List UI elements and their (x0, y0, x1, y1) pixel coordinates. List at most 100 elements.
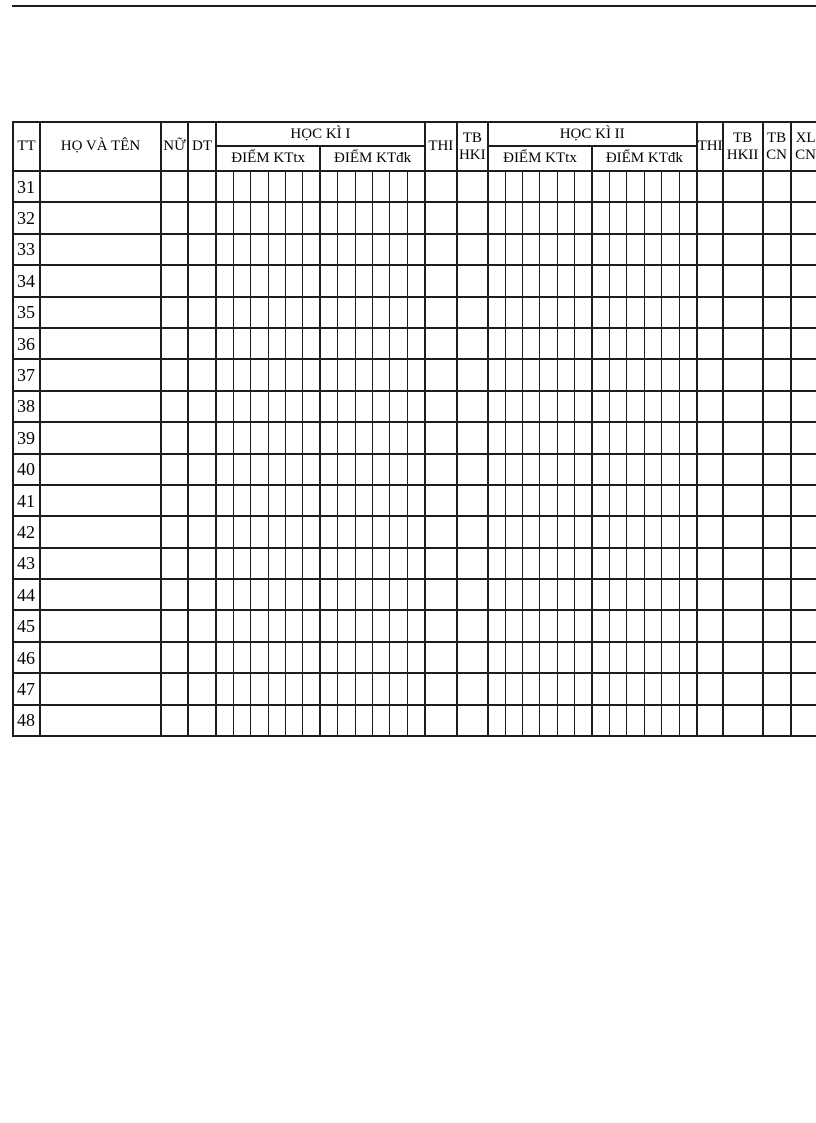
hk2-ktdk-grade-cell (626, 389, 645, 424)
hk1-ktdk-grade-cell (372, 609, 391, 643)
hk1-ktdk-grade-cell (337, 295, 356, 329)
hk1-kttx-grade-cell (285, 232, 304, 267)
hk2-thi-cell (695, 326, 724, 361)
col-header-tb-hki: TB HKI (455, 121, 489, 172)
hk1-ktdk-grade-cell (406, 609, 426, 643)
hk1-kttx-grade-cell (232, 640, 252, 675)
tb-hki-cell (455, 358, 489, 392)
hk2-kttx-grade-cell (574, 358, 593, 392)
hk2-kttx-grade-cell (574, 232, 593, 267)
hk1-ktdk-grade-cell (337, 169, 356, 204)
tb-hki-line1: TB (462, 130, 482, 146)
hk1-ktdk-grade-cell (354, 358, 374, 392)
hk2-ktdk-grade-cell (609, 483, 628, 518)
hk1-kttx-grade-cell (302, 609, 321, 643)
hk1-kttx-grade-cell (302, 358, 321, 392)
hk1-kttx-grade-cell (250, 421, 269, 455)
hk2-kttx-grade-cell (486, 515, 506, 549)
hk1-ktdk-grade-cell (389, 483, 408, 518)
hk1-kttx-grade-cell (285, 389, 304, 424)
hk2-kttx-grade-cell (486, 358, 506, 392)
hk1-thi-cell (423, 672, 458, 706)
tb-hki-cell (455, 483, 489, 518)
hk2-kttx-grade-cell (522, 640, 541, 675)
hk1-ktdk-grade-cell (319, 389, 339, 424)
hk1-thi-cell (423, 578, 458, 612)
hk1-kttx-grade-cell (250, 295, 269, 329)
nu-cell (160, 421, 189, 455)
hk1-kttx-grade-cell (214, 326, 234, 361)
xl-cn-cell (789, 358, 816, 392)
hk1-kttx-grade-cell (285, 483, 304, 518)
hk2-ktdk-grade-cell (678, 578, 698, 612)
tb-cn-cell (761, 703, 792, 738)
hk2-ktdk-grade-cell (643, 358, 663, 392)
hk2-ktdk-grade-cell (661, 232, 680, 267)
tb-hkii-cell (721, 201, 764, 235)
hk1-ktdk-grade-cell (354, 578, 374, 612)
hk2-kttx-grade-cell (556, 546, 576, 581)
hk2-kttx-grade-cell (504, 546, 524, 581)
hk1-ktdk-grade-cell (319, 609, 339, 643)
hk2-ktdk-grade-cell (678, 389, 698, 424)
hk1-kttx-grade-cell (285, 452, 304, 486)
hk2-ktdk-grade-cell (643, 452, 663, 486)
table-row: 40 (12, 452, 816, 486)
hk1-ktdk-grade-cell (319, 515, 339, 549)
hk1-kttx-grade-cell (214, 264, 234, 298)
hk1-kttx-grade-cell (302, 452, 321, 486)
hk1-kttx-grade-cell (232, 295, 252, 329)
dt-cell (187, 672, 217, 706)
hk2-ktdk-grade-cell (643, 169, 663, 204)
hk1-ktdk-grade-cell (337, 515, 356, 549)
nu-cell (160, 169, 189, 204)
student-name-cell (39, 703, 162, 738)
hk1-ktdk-grade-cell (372, 232, 391, 267)
hk1-ktdk-grade-cell (372, 264, 391, 298)
hk2-kttx-grade-cell (556, 609, 576, 643)
col-header-thi-hk1: THI (423, 121, 458, 172)
col-header-nu: NỮ (160, 121, 189, 172)
tb-hkii-cell (721, 483, 764, 518)
tb-hki-cell (455, 201, 489, 235)
hk1-kttx-grade-cell (267, 515, 287, 549)
nu-cell (160, 640, 189, 675)
tb-hkii-cell (721, 358, 764, 392)
hk1-ktdk-grade-cell (337, 326, 356, 361)
hk1-kttx-grade-cell (250, 515, 269, 549)
hk2-ktdk-grade-cell (661, 546, 680, 581)
hk1-ktdk-grade-cell (389, 640, 408, 675)
hk2-thi-cell (695, 672, 724, 706)
hk1-thi-cell (423, 609, 458, 643)
hk2-ktdk-grade-cell (591, 389, 611, 424)
hk1-kttx-grade-cell (214, 609, 234, 643)
hk1-ktdk-grade-cell (406, 169, 426, 204)
tb-cn-line2: CN (766, 146, 787, 163)
table-row: 37 (12, 358, 816, 392)
hk2-kttx-grade-cell (522, 703, 541, 738)
hk2-ktdk-grade-cell (591, 201, 611, 235)
hk1-ktdk-grade-cell (372, 358, 391, 392)
hk2-kttx-grade-cell (504, 358, 524, 392)
hk1-ktdk-grade-cell (319, 201, 339, 235)
hk1-ktdk-grade-cell (354, 546, 374, 581)
hk1-kttx-grade-cell (302, 264, 321, 298)
hk1-kttx-grade-cell (267, 232, 287, 267)
hk2-ktdk-grade-cell (609, 672, 628, 706)
hk2-kttx-grade-cell (504, 232, 524, 267)
hk1-kttx-grade-cell (232, 672, 252, 706)
hk2-thi-cell (695, 169, 724, 204)
col-header-hoc-ki-2: HỌC KÌ II (486, 121, 698, 147)
hk2-ktdk-grade-cell (609, 389, 628, 424)
hk2-kttx-grade-cell (486, 295, 506, 329)
hk2-kttx-grade-cell (574, 515, 593, 549)
hk2-ktdk-grade-cell (678, 703, 698, 738)
hk1-kttx-grade-cell (285, 515, 304, 549)
row-number-cell: 35 (12, 295, 41, 329)
hk1-thi-cell (423, 546, 458, 581)
table-row: 46 (12, 640, 816, 675)
xl-cn-cell (789, 264, 816, 298)
hk2-kttx-grade-cell (539, 295, 558, 329)
hk1-ktdk-grade-cell (372, 326, 391, 361)
hk2-ktdk-grade-cell (643, 421, 663, 455)
